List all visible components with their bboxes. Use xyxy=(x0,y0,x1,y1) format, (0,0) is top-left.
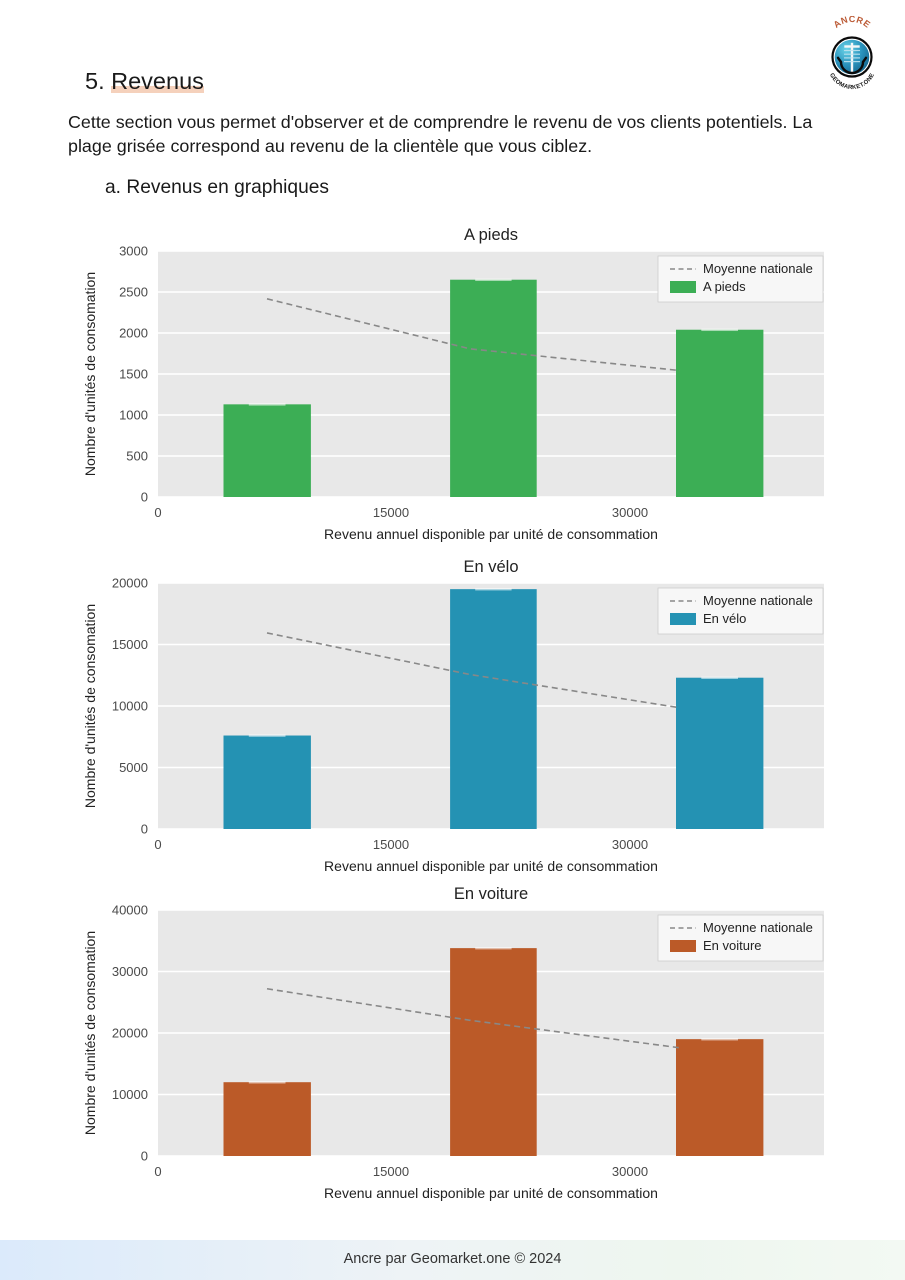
svg-text:2500: 2500 xyxy=(119,285,148,300)
svg-text:Moyenne nationale: Moyenne nationale xyxy=(703,920,813,935)
svg-text:Moyenne nationale: Moyenne nationale xyxy=(703,593,813,608)
svg-text:20000: 20000 xyxy=(112,576,148,591)
svg-text:0: 0 xyxy=(141,1149,148,1164)
svg-text:30000: 30000 xyxy=(612,505,648,520)
svg-text:Nombre d'unités de consomation: Nombre d'unités de consomation xyxy=(82,604,98,808)
svg-text:15000: 15000 xyxy=(373,1164,409,1179)
svg-text:En vélo: En vélo xyxy=(463,558,518,576)
svg-text:1500: 1500 xyxy=(119,367,148,382)
svg-text:0: 0 xyxy=(154,1164,161,1179)
svg-text:0: 0 xyxy=(154,505,161,520)
svg-text:Moyenne nationale: Moyenne nationale xyxy=(703,261,813,276)
svg-text:0: 0 xyxy=(154,837,161,852)
svg-text:1000: 1000 xyxy=(119,408,148,423)
svg-text:3000: 3000 xyxy=(119,244,148,259)
svg-text:A pieds: A pieds xyxy=(703,279,746,294)
svg-text:ANCRE: ANCRE xyxy=(832,16,873,30)
svg-text:Revenu annuel disponible par u: Revenu annuel disponible par unité de co… xyxy=(324,1185,658,1201)
svg-text:15000: 15000 xyxy=(373,505,409,520)
svg-text:0: 0 xyxy=(141,490,148,505)
svg-text:15000: 15000 xyxy=(373,837,409,852)
svg-text:2000: 2000 xyxy=(119,326,148,341)
svg-text:30000: 30000 xyxy=(612,1164,648,1179)
svg-text:40000: 40000 xyxy=(112,903,148,918)
svg-text:10000: 10000 xyxy=(112,1087,148,1102)
svg-text:30000: 30000 xyxy=(112,964,148,979)
svg-text:Nombre d'unités de consomation: Nombre d'unités de consomation xyxy=(82,272,98,476)
svg-text:Nombre d'unités de consomation: Nombre d'unités de consomation xyxy=(82,931,98,1135)
svg-text:A pieds: A pieds xyxy=(464,226,518,244)
svg-text:En voiture: En voiture xyxy=(703,938,762,953)
svg-text:5000: 5000 xyxy=(119,760,148,775)
svg-text:En voiture: En voiture xyxy=(454,885,528,903)
svg-text:500: 500 xyxy=(126,449,148,464)
svg-text:10000: 10000 xyxy=(112,699,148,714)
svg-text:Revenu annuel disponible par u: Revenu annuel disponible par unité de co… xyxy=(324,858,658,874)
svg-text:0: 0 xyxy=(141,822,148,837)
svg-text:20000: 20000 xyxy=(112,1026,148,1041)
svg-text:En vélo: En vélo xyxy=(703,611,746,626)
svg-text:Revenu annuel disponible par u: Revenu annuel disponible par unité de co… xyxy=(324,526,658,542)
svg-text:15000: 15000 xyxy=(112,637,148,652)
svg-text:30000: 30000 xyxy=(612,837,648,852)
